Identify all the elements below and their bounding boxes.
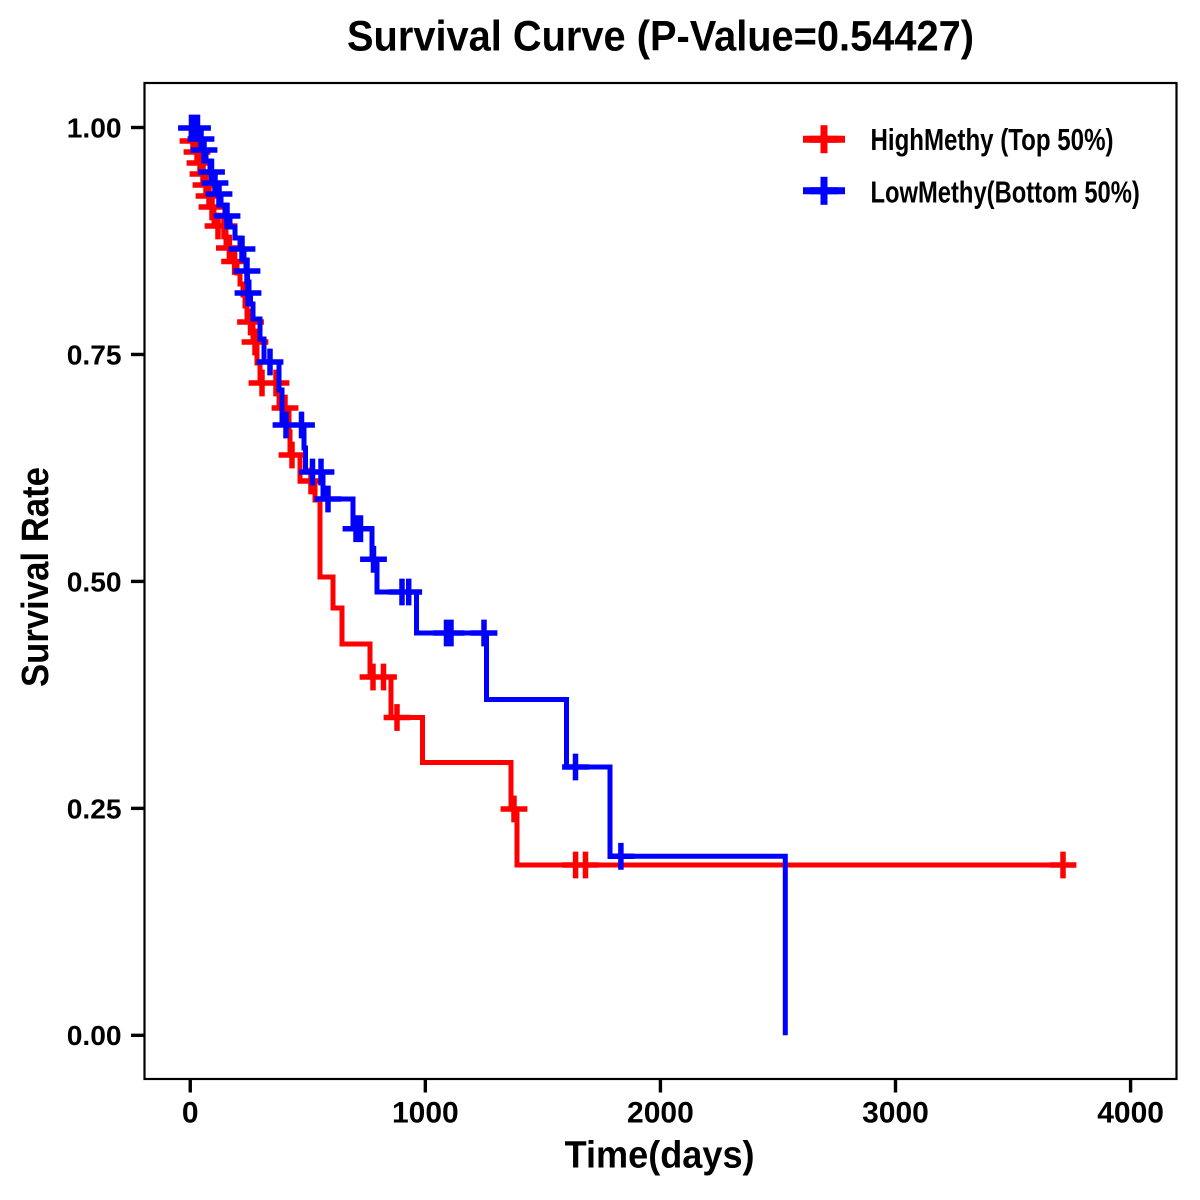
svg-text:Survival Curve (P-Value=0.5442: Survival Curve (P-Value=0.54427) xyxy=(347,13,974,61)
svg-text:HighMethy (Top 50%): HighMethy (Top 50%) xyxy=(871,122,1114,157)
svg-text:Survival Rate: Survival Rate xyxy=(15,467,57,687)
svg-text:4000: 4000 xyxy=(1097,1096,1164,1129)
svg-text:1000: 1000 xyxy=(392,1096,459,1129)
svg-text:1.00: 1.00 xyxy=(67,111,122,143)
svg-text:0: 0 xyxy=(182,1096,199,1129)
svg-text:Time(days): Time(days) xyxy=(565,1135,755,1177)
svg-text:LowMethy(Bottom 50%): LowMethy(Bottom 50%) xyxy=(871,175,1140,210)
svg-text:0.25: 0.25 xyxy=(67,792,122,824)
svg-text:0.75: 0.75 xyxy=(67,338,122,370)
svg-text:3000: 3000 xyxy=(862,1096,929,1129)
svg-text:0.50: 0.50 xyxy=(67,565,122,597)
svg-text:2000: 2000 xyxy=(627,1096,694,1129)
svg-text:0.00: 0.00 xyxy=(67,1019,122,1051)
